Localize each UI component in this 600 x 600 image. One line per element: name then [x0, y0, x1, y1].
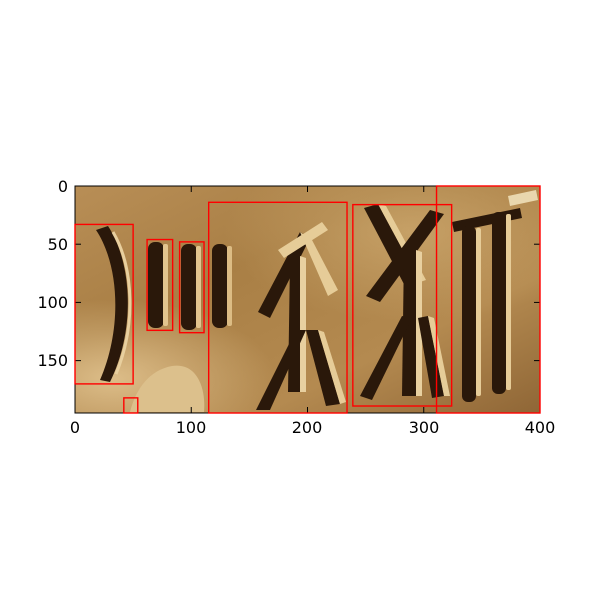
- y-tick-label: 100: [37, 293, 68, 312]
- y-tick-label: 0: [58, 177, 68, 196]
- x-tick-label: 0: [70, 418, 80, 437]
- x-tick-label: 100: [176, 418, 207, 437]
- x-tick-labels: 0 100 200 300 400: [70, 418, 555, 437]
- y-tick-label: 50: [48, 235, 68, 254]
- glyph-bar-2: [181, 244, 201, 330]
- detection-box-4: [207, 201, 348, 414]
- glyph-bar-3: [212, 244, 232, 328]
- detection-box-6: [435, 185, 541, 414]
- y-tick-labels: 0 50 100 150: [37, 177, 68, 370]
- glyph-right: [452, 190, 538, 402]
- detection-box-3: [178, 241, 205, 334]
- detection-box-1: [74, 223, 134, 385]
- detection-box-2: [146, 238, 174, 332]
- relief-photo: [75, 186, 540, 413]
- x-tick-label: 200: [292, 418, 323, 437]
- detection-box-7: [123, 397, 139, 414]
- glyph-curve: [96, 226, 132, 382]
- x-tick-label: 400: [525, 418, 556, 437]
- detection-boxes: [74, 185, 541, 414]
- detection-box-5: [352, 203, 453, 407]
- x-tick-label: 300: [409, 418, 440, 437]
- glyph-bar-1: [148, 242, 168, 328]
- y-tick-label: 150: [37, 351, 68, 370]
- stone-highlight: [130, 365, 205, 412]
- glyph-cross-2: [360, 204, 450, 400]
- glyph-cross-1: [256, 222, 346, 410]
